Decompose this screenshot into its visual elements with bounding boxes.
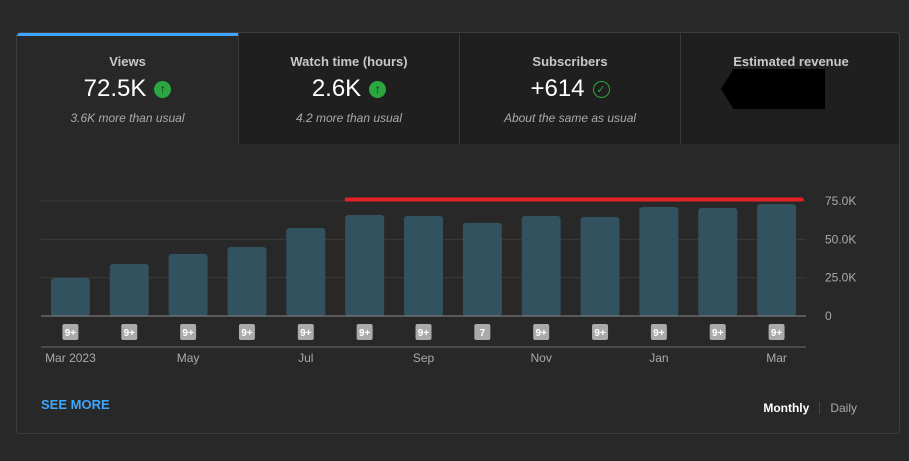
views-bar-chart: 0 25.0K 50.0K 75.0K 9+ Mar 2023 9+ 9+ May 9+ 9+ Jul… <box>41 194 856 365</box>
x-tick-label: Mar <box>766 351 787 365</box>
badge <box>768 324 785 340</box>
bar <box>404 216 443 316</box>
tab-subscribers[interactable]: Subscribers +614 ✓ About the same as usua… <box>459 33 680 144</box>
badge <box>415 324 432 340</box>
badge-label: 9+ <box>653 328 665 339</box>
x-tick-label: Nov <box>531 351 552 365</box>
tab-value: +614 <box>530 75 585 102</box>
badge <box>474 324 491 340</box>
badge <box>238 324 255 340</box>
divider <box>819 402 821 414</box>
metric-tabs: Views 72.5K ↑ 3.6K more than usual Watch … <box>17 33 899 144</box>
arrow-up-icon: ↑ <box>369 80 387 98</box>
y-tick-label: 50.0K <box>825 232 856 246</box>
badge <box>62 324 79 340</box>
bar <box>757 204 797 316</box>
bar <box>50 277 90 316</box>
x-tick-label: Jul <box>298 351 313 365</box>
bar <box>168 254 208 316</box>
badge-label: 9+ <box>241 328 253 339</box>
bar <box>521 216 561 316</box>
badge <box>709 324 726 340</box>
tab-value: 2.6K <box>311 75 362 102</box>
bar <box>639 206 679 316</box>
badge <box>121 324 138 340</box>
analytics-card: Views 72.5K ↑ 3.6K more than usual Watch … <box>16 32 900 434</box>
tab-value: 72.5K <box>83 75 147 102</box>
tab-views[interactable]: Views 72.5K ↑ 3.6K more than usual <box>17 33 238 144</box>
badge-label: 9+ <box>771 328 783 339</box>
tab-title: Watch time (hours) <box>290 54 408 69</box>
tab-watch-time[interactable]: Watch time (hours) 2.6K ↑ 4.2 more than u… <box>238 33 459 144</box>
bar <box>698 208 738 316</box>
badge-label: 9+ <box>535 328 547 339</box>
badge-label: 9+ <box>594 328 606 339</box>
badge-label: 9+ <box>124 328 136 339</box>
badge-label: 9+ <box>712 328 724 339</box>
badge <box>356 324 373 340</box>
bar <box>580 216 620 316</box>
check-circle-icon: ✓ <box>592 80 610 98</box>
see-more-link[interactable]: SEE MORE <box>41 397 110 412</box>
badge-label: 9+ <box>418 328 430 339</box>
bar <box>109 264 149 316</box>
tab-title: Views <box>109 54 146 69</box>
tab-title: Estimated revenue <box>733 54 849 69</box>
tab-subtitle: 4.2 more than usual <box>295 111 403 125</box>
period-daily[interactable]: Daily <box>830 401 857 415</box>
tab-subtitle: 3.6K more than usual <box>70 111 185 125</box>
bar <box>286 227 326 316</box>
tab-subtitle: About the same as usual <box>503 111 637 125</box>
badge-label: 7 <box>480 328 486 339</box>
x-tick-label: Sep <box>413 351 435 365</box>
x-tick-label: May <box>177 351 200 365</box>
period-monthly[interactable]: Monthly <box>763 401 810 415</box>
arrow-up-icon: ↑ <box>154 80 172 98</box>
y-tick-label: 25.0K <box>825 271 856 285</box>
x-tick-label: Mar 2023 <box>45 351 96 365</box>
badge <box>650 324 667 340</box>
x-tick-label: Jan <box>649 351 668 365</box>
bar <box>462 222 502 316</box>
redaction-mark <box>721 69 825 109</box>
y-tick-label: 0 <box>825 309 832 323</box>
badge <box>180 324 197 340</box>
bar <box>227 247 267 316</box>
badge-label: 9+ <box>182 328 194 339</box>
bar <box>345 214 385 316</box>
badge <box>592 324 609 340</box>
badge-label: 9+ <box>359 328 371 339</box>
badge <box>297 324 314 340</box>
badge <box>533 324 550 340</box>
tab-estimated-revenue[interactable]: Estimated revenue <box>680 33 899 144</box>
tab-title: Subscribers <box>532 54 608 69</box>
badge-label: 9+ <box>65 328 77 339</box>
badge-label: 9+ <box>300 328 312 339</box>
y-tick-label: 75.0K <box>825 194 856 208</box>
period-toggle: Monthly Daily <box>763 401 857 415</box>
